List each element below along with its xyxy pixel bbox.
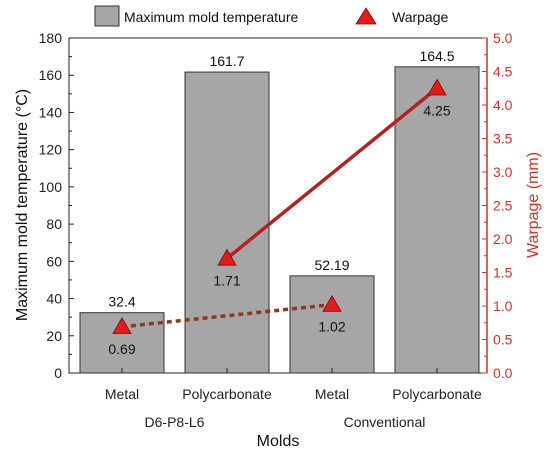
legend-swatch-temperature <box>94 5 120 27</box>
x-axis-title: Molds <box>257 433 300 450</box>
category-label: Polycarbonate <box>182 386 272 402</box>
left-tick-label: 60 <box>46 253 62 269</box>
group-label: D6-P8-L6 <box>145 414 205 430</box>
right-tick-label: 3.0 <box>493 164 513 180</box>
category-labels: Metal Polycarbonate Metal Polycarbonate <box>105 368 482 402</box>
warpage-lines <box>121 86 439 329</box>
left-tick-label: 0 <box>54 365 62 381</box>
legend-label-temperature: Maximum mold temperature <box>124 9 298 25</box>
temperature-bar-label: 164.5 <box>419 48 454 64</box>
right-tick-label: 1.0 <box>493 298 513 314</box>
temperature-bar <box>289 275 375 374</box>
warpage-value-label: 1.02 <box>318 319 345 335</box>
warpage-marker <box>322 294 342 312</box>
warpage-marker <box>112 316 132 334</box>
warpage-marker <box>427 78 447 96</box>
left-axis: 0 20 40 60 80 100 120 140 160 180 <box>39 30 74 381</box>
warpage-value-label: 1.71 <box>213 272 240 288</box>
legend-marker-warpage <box>355 7 377 25</box>
warpage-value-label: 0.69 <box>108 341 135 357</box>
left-tick-label: 80 <box>46 216 62 232</box>
warpage-value-label: 4.25 <box>423 102 450 118</box>
category-label: Metal <box>105 386 139 402</box>
temperature-bar-label: 52.19 <box>314 257 349 273</box>
right-axis-title: Warpage (mm) <box>525 152 542 258</box>
warpage-markers <box>112 78 447 334</box>
right-tick-label: 4.0 <box>493 97 513 113</box>
right-tick-label: 0.5 <box>493 332 513 348</box>
warpage-value-labels: 0.69 1.71 1.02 4.25 <box>108 102 450 357</box>
left-tick-label: 140 <box>39 104 63 120</box>
left-tick-label: 120 <box>39 142 63 158</box>
right-tick-label: 1.5 <box>493 265 513 281</box>
legend: Maximum mold temperature Warpage <box>94 5 449 27</box>
right-tick-label: 0.0 <box>493 365 513 381</box>
right-tick-label: 5.0 <box>493 30 513 46</box>
right-axis: 0.0 0.5 1.0 1.5 2.0 2.5 3.0 3.5 4.0 4.5 5.0 <box>482 30 513 381</box>
group-labels: D6-P8-L6 Conventional <box>145 414 426 430</box>
left-axis-title: Maximum mold temperature (°C) <box>14 89 31 321</box>
temperature-bar <box>184 71 270 374</box>
right-tick-label: 2.0 <box>493 231 513 247</box>
category-label: Metal <box>315 386 349 402</box>
left-tick-label: 160 <box>39 67 63 83</box>
left-tick-label: 40 <box>46 291 62 307</box>
left-tick-label: 100 <box>39 179 63 195</box>
right-tick-label: 3.5 <box>493 131 513 147</box>
left-tick-label: 20 <box>46 328 62 344</box>
right-tick-label: 4.5 <box>493 64 513 80</box>
right-tick-label: 2.5 <box>493 198 513 214</box>
bar-value-labels: 32.4 161.7 52.19 164.5 <box>108 48 454 310</box>
warpage-line-metal <box>121 302 333 329</box>
group-label: Conventional <box>344 414 426 430</box>
category-label: Polycarbonate <box>392 386 482 402</box>
temperature-bar-label: 161.7 <box>209 53 244 69</box>
temperature-bar-label: 32.4 <box>108 294 135 310</box>
left-tick-label: 180 <box>39 30 63 46</box>
legend-label-warpage: Warpage <box>392 9 449 25</box>
temperature-bar <box>394 66 480 374</box>
warpage-marker <box>217 248 237 266</box>
bars <box>79 66 480 374</box>
warpage-line-polycarbonate <box>225 86 439 260</box>
